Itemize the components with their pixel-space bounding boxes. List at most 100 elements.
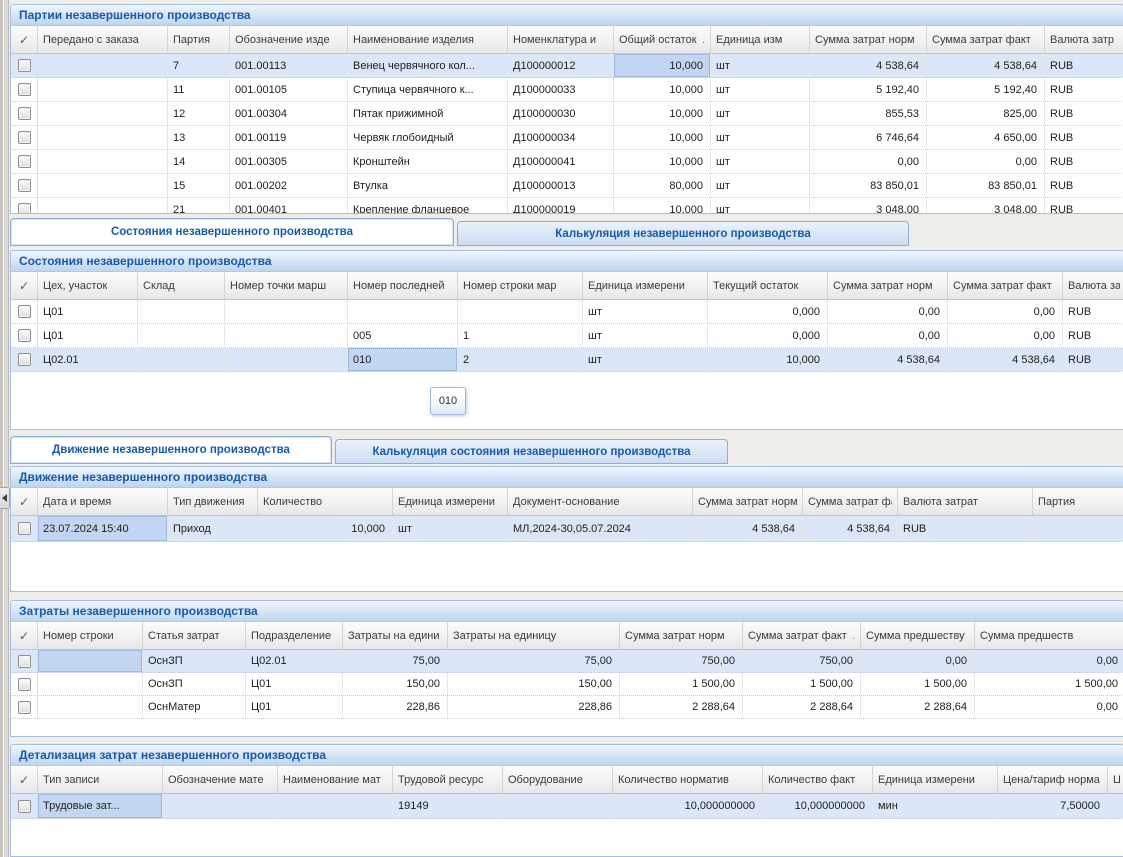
column-header[interactable]: Передано с заказа	[38, 26, 168, 53]
grid-cell[interactable]: 10,000	[708, 348, 828, 371]
column-header[interactable]: Тип записи	[38, 766, 163, 793]
row-checkbox[interactable]	[17, 700, 31, 714]
select-all-header[interactable]: ✓	[11, 622, 38, 649]
column-header[interactable]: Затраты на единицу	[448, 622, 620, 649]
grid-cell[interactable]: 010	[348, 348, 458, 371]
grid-cell[interactable]: 825,00	[927, 102, 1045, 125]
grid-cell[interactable]: RUB	[1045, 102, 1123, 125]
grid-cell[interactable]: 7	[168, 54, 230, 77]
grid-cell[interactable]: 12	[168, 102, 230, 125]
splitter-rail[interactable]	[0, 0, 10, 857]
row-checkbox[interactable]	[17, 799, 31, 813]
column-header[interactable]: Общий остаток.	[614, 26, 711, 53]
grid-cell[interactable]: шт	[711, 126, 810, 149]
column-header[interactable]: Номенклатура и	[508, 26, 614, 53]
grid-cell[interactable]: 001.00202	[230, 174, 348, 197]
table-row[interactable]: 23.07.2024 15:40 Приход 10,000 шт МЛ,2024-30…	[11, 516, 1123, 542]
grid-cell[interactable]: Пятак прижимной	[348, 102, 508, 125]
grid-cell[interactable]: ОснМатер	[143, 696, 246, 718]
grid-cell[interactable]	[1108, 794, 1123, 818]
column-header[interactable]: Сумма затрат факт	[927, 26, 1045, 53]
grid-cell[interactable]: 3 048,00	[927, 198, 1045, 213]
column-header[interactable]: Затраты на едини	[343, 622, 448, 649]
grid-cell[interactable]	[38, 78, 168, 101]
grid-cell[interactable]: 21	[168, 198, 230, 213]
grid-cell[interactable]: 19149	[393, 794, 503, 818]
grid-cell[interactable]: шт	[393, 516, 508, 541]
column-header[interactable]: Цех, участок	[38, 272, 138, 299]
grid-cell[interactable]: 1 500,00	[743, 673, 861, 695]
grid-cell[interactable]: мин	[873, 794, 998, 818]
grid-cell[interactable]: 0,000	[708, 300, 828, 323]
column-header[interactable]: Сумма предшеств	[975, 622, 1123, 649]
grid-cell[interactable]: 13	[168, 126, 230, 149]
grid-cell[interactable]: 10,000000000	[613, 794, 763, 818]
grid-cell[interactable]: Ц01	[246, 673, 343, 695]
grid-cell[interactable]: шт	[711, 198, 810, 213]
table-row[interactable]: 7 001.00113 Венец червячного кол... Д100000…	[11, 54, 1123, 78]
grid-cell[interactable]: RUB	[1045, 126, 1123, 149]
row-checkbox[interactable]	[17, 522, 31, 535]
grid-cell[interactable]: 4 650,00	[927, 126, 1045, 149]
grid-cell[interactable]: 15	[168, 174, 230, 197]
grid-cell[interactable]: 80,000	[614, 174, 711, 197]
row-checkbox[interactable]	[17, 654, 31, 668]
column-header[interactable]: Единица измерени	[393, 488, 508, 515]
grid-cell[interactable]: шт	[711, 54, 810, 77]
column-header[interactable]: Сумма затрат норм	[810, 26, 927, 53]
grid-cell[interactable]: 4 538,64	[693, 516, 803, 541]
column-header[interactable]: Сумма затрат факт	[803, 488, 898, 515]
grid-cell[interactable]	[138, 300, 225, 323]
grid-cell[interactable]: 1 500,00	[975, 673, 1123, 695]
select-all-header[interactable]: ✓	[11, 272, 38, 299]
grid-cell[interactable]: RUB	[898, 516, 1033, 541]
grid-cell[interactable]	[225, 324, 348, 347]
column-header[interactable]: Трудовой ресурс	[393, 766, 503, 793]
grid-cell[interactable]: Д100000033	[508, 78, 614, 101]
column-header[interactable]: Валюта затр	[1045, 26, 1123, 53]
grid-cell[interactable]: 4 538,64	[810, 54, 927, 77]
column-header[interactable]: Обозначение изде	[230, 26, 348, 53]
column-header[interactable]: Ц	[1108, 766, 1123, 793]
column-header[interactable]: Сумма затрат норм	[620, 622, 743, 649]
grid-cell[interactable]: Червяк глобоидный	[348, 126, 508, 149]
grid-cell[interactable]: 14	[168, 150, 230, 173]
grid-cell[interactable]: Приход	[168, 516, 258, 541]
table-row[interactable]: Ц02.01 010 2 шт 10,000 4 538,64 4 538,64 RUB	[11, 348, 1123, 372]
grid-cell[interactable]: RUB	[1045, 54, 1123, 77]
grid-cell[interactable]: 4 538,64	[948, 348, 1063, 371]
table-row[interactable]: ОснЗП Ц02.01 75,00 75,00 750,00 750,00 0,00 0,0…	[11, 650, 1123, 673]
grid-cell[interactable]: Втулка	[348, 174, 508, 197]
select-all-header[interactable]: ✓	[11, 488, 38, 515]
grid-cell[interactable]: 0,00	[975, 650, 1123, 672]
row-checkbox[interactable]	[17, 83, 31, 96]
column-header[interactable]: Единица измерени	[873, 766, 998, 793]
grid-cell[interactable]: Д100000030	[508, 102, 614, 125]
grid-cell[interactable]: Д100000013	[508, 174, 614, 197]
column-header[interactable]: Обозначение мате	[163, 766, 278, 793]
grid-cell[interactable]: 11	[168, 78, 230, 101]
column-header[interactable]: Количество	[258, 488, 393, 515]
table-row[interactable]: 14 001.00305 Кронштейн Д100000041 10,000 шт 0,…	[11, 150, 1123, 174]
column-header[interactable]: Сумма затрат факт.	[743, 622, 861, 649]
grid-cell[interactable]: 10,000	[614, 126, 711, 149]
grid-cell[interactable]: Д100000041	[508, 150, 614, 173]
table-row[interactable]: 15 001.00202 Втулка Д100000013 80,000 шт 83 85…	[11, 174, 1123, 198]
grid-cell[interactable]: шт	[711, 174, 810, 197]
grid-cell[interactable]: 228,86	[448, 696, 620, 718]
grid-cell[interactable]: шт	[583, 324, 708, 347]
table-row[interactable]: 11 001.00105 Ступица червячного к... Д10000…	[11, 78, 1123, 102]
grid-cell[interactable]: 0,00	[828, 324, 948, 347]
grid-cell[interactable]	[38, 696, 143, 718]
row-checkbox[interactable]	[17, 203, 31, 213]
grid-cell[interactable]: Ступица червячного к...	[348, 78, 508, 101]
grid-cell[interactable]: RUB	[1045, 78, 1123, 101]
row-checkbox[interactable]	[17, 677, 31, 691]
column-header[interactable]: Номер точки марш	[225, 272, 348, 299]
tab-wip-states[interactable]: Состояния незавершенного производства	[10, 218, 454, 246]
collapse-left-handle[interactable]	[0, 487, 10, 509]
grid-cell[interactable]: 001.00119	[230, 126, 348, 149]
row-checkbox[interactable]	[17, 329, 31, 342]
grid-cell[interactable]: 4 538,64	[803, 516, 898, 541]
grid-cell[interactable]: 10,000	[614, 54, 711, 77]
